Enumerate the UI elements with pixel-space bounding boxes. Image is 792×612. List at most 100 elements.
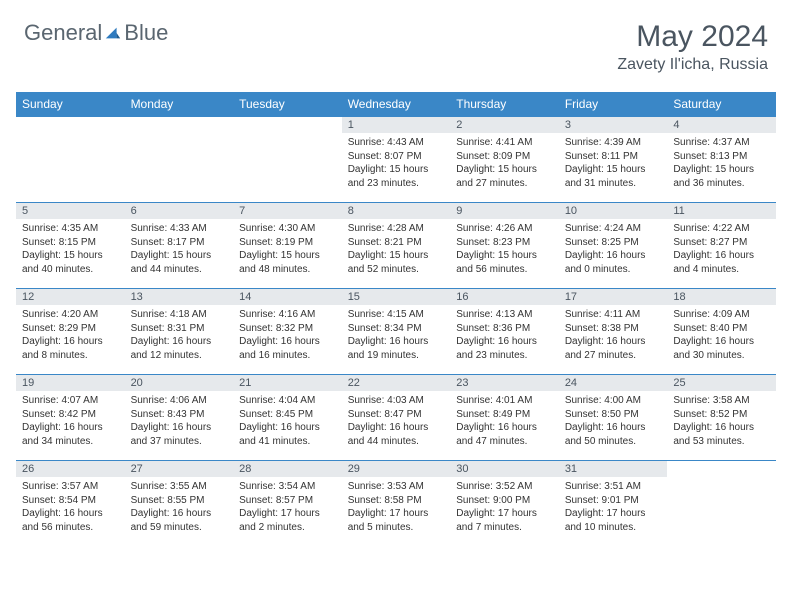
day-body: Sunrise: 3:57 AMSunset: 8:54 PMDaylight:… [16, 477, 125, 538]
day-number: 6 [125, 203, 234, 219]
calendar-cell: 9Sunrise: 4:26 AMSunset: 8:23 PMDaylight… [450, 203, 559, 289]
day-number: 2 [450, 117, 559, 133]
calendar-cell: 20Sunrise: 4:06 AMSunset: 8:43 PMDayligh… [125, 375, 234, 461]
day-body: Sunrise: 4:01 AMSunset: 8:49 PMDaylight:… [450, 391, 559, 452]
daylight-text: Daylight: 15 hours and 31 minutes. [565, 163, 662, 190]
calendar-cell: 16 Sunrise: 4:13 AMSunset: 8:36 PMDayligh… [450, 289, 559, 375]
calendar-cell: 26Sunrise: 3:57 AMSunset: 8:54 PMDayligh… [16, 461, 125, 547]
sunrise-text: Sunrise: 4:07 AM [22, 394, 119, 408]
calendar-row: 19Sunrise: 4:07 AMSunset: 8:42 PMDayligh… [16, 375, 776, 461]
daylight-text: Daylight: 16 hours and 44 minutes. [348, 421, 445, 448]
sunset-text: Sunset: 8:31 PM [131, 322, 228, 336]
daylight-text: Daylight: 15 hours and 23 minutes. [348, 163, 445, 190]
day-header: Monday [125, 92, 234, 117]
calendar-cell: 28Sunrise: 3:54 AMSunset: 8:57 PMDayligh… [233, 461, 342, 547]
sunrise-text: Sunrise: 4:11 AM [565, 308, 662, 322]
day-number: 11 [667, 203, 776, 219]
sunrise-text: Sunrise: 4:26 AM [456, 222, 553, 236]
day-number: 31 [559, 461, 668, 477]
calendar-cell: 2Sunrise: 4:41 AMSunset: 8:09 PMDaylight… [450, 117, 559, 203]
day-body: Sunrise: 4:09 AMSunset: 8:40 PMDaylight:… [667, 305, 776, 366]
day-body: Sunrise: 4:03 AMSunset: 8:47 PMDaylight:… [342, 391, 451, 452]
calendar-cell: 1Sunrise: 4:43 AMSunset: 8:07 PMDaylight… [342, 117, 451, 203]
day-number: 17 [559, 289, 668, 305]
sunset-text: Sunset: 8:42 PM [22, 408, 119, 422]
daylight-text: Daylight: 16 hours and 53 minutes. [673, 421, 770, 448]
sunset-text: Sunset: 8:40 PM [673, 322, 770, 336]
day-number: 24 [559, 375, 668, 391]
sunset-text: Sunset: 8:58 PM [348, 494, 445, 508]
daylight-text: Daylight: 16 hours and 8 minutes. [22, 335, 119, 362]
sunset-text: Sunset: 8:15 PM [22, 236, 119, 250]
day-number: 28 [233, 461, 342, 477]
day-number: 16 [450, 289, 559, 305]
day-body: Sunrise: 4:00 AMSunset: 8:50 PMDaylight:… [559, 391, 668, 452]
daylight-text: Daylight: 16 hours and 4 minutes. [673, 249, 770, 276]
day-body: Sunrise: 4:15 AMSunset: 8:34 PMDaylight:… [342, 305, 451, 366]
sunset-text: Sunset: 8:55 PM [131, 494, 228, 508]
calendar-row: 1Sunrise: 4:43 AMSunset: 8:07 PMDaylight… [16, 117, 776, 203]
daylight-text: Daylight: 15 hours and 27 minutes. [456, 163, 553, 190]
day-number: 5 [16, 203, 125, 219]
day-body: Sunrise: 4:07 AMSunset: 8:42 PMDaylight:… [16, 391, 125, 452]
day-body: Sunrise: 3:52 AMSunset: 9:00 PMDaylight:… [450, 477, 559, 538]
sunset-text: Sunset: 8:21 PM [348, 236, 445, 250]
daylight-text: Daylight: 16 hours and 0 minutes. [565, 249, 662, 276]
calendar-cell: 4Sunrise: 4:37 AMSunset: 8:13 PMDaylight… [667, 117, 776, 203]
calendar-cell: 23Sunrise: 4:01 AMSunset: 8:49 PMDayligh… [450, 375, 559, 461]
sunset-text: Sunset: 8:45 PM [239, 408, 336, 422]
day-number: 15 [342, 289, 451, 305]
day-body: Sunrise: 4:11 AMSunset: 8:38 PMDaylight:… [559, 305, 668, 366]
day-body: Sunrise: 4:20 AMSunset: 8:29 PMDaylight:… [16, 305, 125, 366]
day-body: Sunrise: 3:58 AMSunset: 8:52 PMDaylight:… [667, 391, 776, 452]
sunrise-text: Sunrise: 4:15 AM [348, 308, 445, 322]
daylight-text: Daylight: 15 hours and 44 minutes. [131, 249, 228, 276]
daylight-text: Daylight: 16 hours and 27 minutes. [565, 335, 662, 362]
sunrise-text: Sunrise: 4:18 AM [131, 308, 228, 322]
day-body: Sunrise: 4:22 AMSunset: 8:27 PMDaylight:… [667, 219, 776, 280]
day-body: Sunrise: 4:04 AMSunset: 8:45 PMDaylight:… [233, 391, 342, 452]
day-number: 14 [233, 289, 342, 305]
calendar-row: 5Sunrise: 4:35 AMSunset: 8:15 PMDaylight… [16, 203, 776, 289]
daylight-text: Daylight: 16 hours and 56 minutes. [22, 507, 119, 534]
sunrise-text: Sunrise: 4:30 AM [239, 222, 336, 236]
calendar-cell: 24Sunrise: 4:00 AMSunset: 8:50 PMDayligh… [559, 375, 668, 461]
daylight-text: Daylight: 16 hours and 59 minutes. [131, 507, 228, 534]
sunrise-text: Sunrise: 3:57 AM [22, 480, 119, 494]
sunset-text: Sunset: 8:47 PM [348, 408, 445, 422]
sunrise-text: Sunrise: 4:04 AM [239, 394, 336, 408]
calendar-row: 12Sunrise: 4:20 AMSunset: 8:29 PMDayligh… [16, 289, 776, 375]
day-body: Sunrise: 4:16 AMSunset: 8:32 PMDaylight:… [233, 305, 342, 366]
sunset-text: Sunset: 8:36 PM [456, 322, 553, 336]
sunrise-text: Sunrise: 3:51 AM [565, 480, 662, 494]
sunrise-text: Sunrise: 3:58 AM [673, 394, 770, 408]
day-body: Sunrise: 3:55 AMSunset: 8:55 PMDaylight:… [125, 477, 234, 538]
day-number: 10 [559, 203, 668, 219]
daylight-text: Daylight: 16 hours and 23 minutes. [456, 335, 553, 362]
day-body: Sunrise: 4:06 AMSunset: 8:43 PMDaylight:… [125, 391, 234, 452]
day-number: 4 [667, 117, 776, 133]
daylight-text: Daylight: 17 hours and 10 minutes. [565, 507, 662, 534]
day-body: Sunrise: 4:43 AMSunset: 8:07 PMDaylight:… [342, 133, 451, 194]
sunrise-text: Sunrise: 4:03 AM [348, 394, 445, 408]
calendar-cell: 25Sunrise: 3:58 AMSunset: 8:52 PMDayligh… [667, 375, 776, 461]
calendar-cell: 10Sunrise: 4:24 AMSunset: 8:25 PMDayligh… [559, 203, 668, 289]
sunset-text: Sunset: 8:17 PM [131, 236, 228, 250]
calendar-cell [233, 117, 342, 203]
day-body: Sunrise: 4:35 AMSunset: 8:15 PMDaylight:… [16, 219, 125, 280]
calendar-row: 26Sunrise: 3:57 AMSunset: 8:54 PMDayligh… [16, 461, 776, 547]
sunrise-text: Sunrise: 4:09 AM [673, 308, 770, 322]
sunset-text: Sunset: 9:01 PM [565, 494, 662, 508]
day-number: 26 [16, 461, 125, 477]
calendar-cell: 31 Sunrise: 3:51 AMSunset: 9:01 PMDayligh… [559, 461, 668, 547]
sunrise-text: Sunrise: 4:13 AM [456, 308, 553, 322]
day-number: 21 [233, 375, 342, 391]
daylight-text: Daylight: 16 hours and 50 minutes. [565, 421, 662, 448]
page-title: May 2024 [617, 20, 768, 54]
sunset-text: Sunset: 8:52 PM [673, 408, 770, 422]
day-body: Sunrise: 4:41 AMSunset: 8:09 PMDaylight:… [450, 133, 559, 194]
sunrise-text: Sunrise: 4:24 AM [565, 222, 662, 236]
daylight-text: Daylight: 15 hours and 52 minutes. [348, 249, 445, 276]
daylight-text: Daylight: 16 hours and 19 minutes. [348, 335, 445, 362]
daylight-text: Daylight: 15 hours and 40 minutes. [22, 249, 119, 276]
